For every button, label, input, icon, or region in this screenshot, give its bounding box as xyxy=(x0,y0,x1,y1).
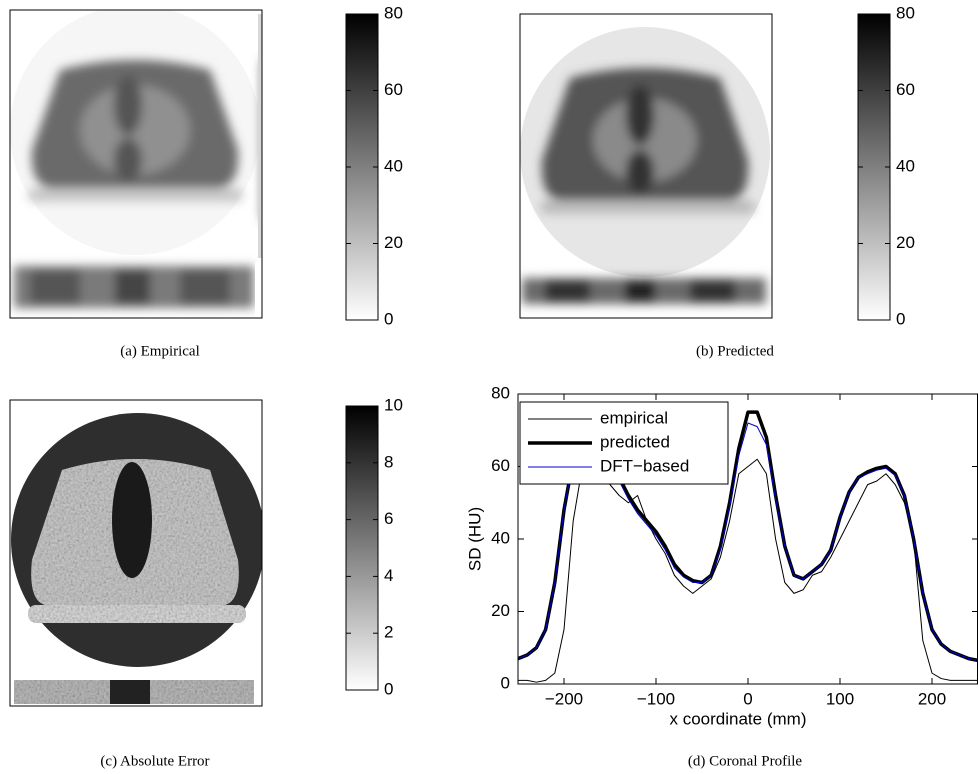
colorbar-tick-label: 80 xyxy=(384,3,403,22)
empirical-image xyxy=(10,10,262,318)
colorbar-tick-label: 60 xyxy=(384,80,403,99)
colorbar xyxy=(345,405,379,691)
legend-label: DFT−based xyxy=(600,456,689,475)
colorbar-tick-label: 40 xyxy=(896,156,915,175)
caption: (a) Empirical xyxy=(120,343,200,359)
colorbar-tick-label: 2 xyxy=(384,623,393,642)
y-axis-label: SD (HU) xyxy=(465,507,484,571)
colorbar xyxy=(857,13,891,321)
colorbar-tick-label: 6 xyxy=(384,509,393,528)
image-frame xyxy=(9,9,263,319)
colorbar-tick-label: 0 xyxy=(384,679,393,698)
image-frame xyxy=(9,399,263,707)
x-tick-label: −200 xyxy=(545,689,583,708)
x-tick-label: 100 xyxy=(826,689,854,708)
predicted-image xyxy=(520,14,772,318)
legend-label: predicted xyxy=(600,432,670,451)
colorbar-tick-label: 0 xyxy=(896,309,905,328)
colorbar-tick-label: 10 xyxy=(384,395,403,414)
colorbar-tick-label: 4 xyxy=(384,566,393,585)
colorbar-tick-label: 20 xyxy=(896,233,915,252)
x-tick-label: 200 xyxy=(918,689,946,708)
colorbar-tick-label: 60 xyxy=(896,80,915,99)
colorbar-tick-label: 40 xyxy=(384,156,403,175)
colorbar-tick-label: 20 xyxy=(384,233,403,252)
x-tick-label: −100 xyxy=(637,689,675,708)
legend-label: empirical xyxy=(600,408,668,427)
colorbar-tick-label: 0 xyxy=(384,309,393,328)
y-tick-label: 0 xyxy=(501,673,510,692)
image-frame xyxy=(519,13,773,319)
y-tick-label: 20 xyxy=(491,601,510,620)
y-tick-label: 60 xyxy=(491,456,510,475)
caption: (c) Absolute Error xyxy=(100,753,209,769)
error-image xyxy=(10,400,262,706)
y-tick-label: 40 xyxy=(491,528,510,547)
colorbar-tick-label: 8 xyxy=(384,452,393,471)
colorbar-tick-label: 80 xyxy=(896,3,915,22)
x-tick-label: 0 xyxy=(743,689,752,708)
caption: (b) Predicted xyxy=(696,343,774,359)
x-axis-label: x coordinate (mm) xyxy=(670,709,807,728)
caption: (d) Coronal Profile xyxy=(688,753,802,769)
y-tick-label: 80 xyxy=(491,383,510,402)
